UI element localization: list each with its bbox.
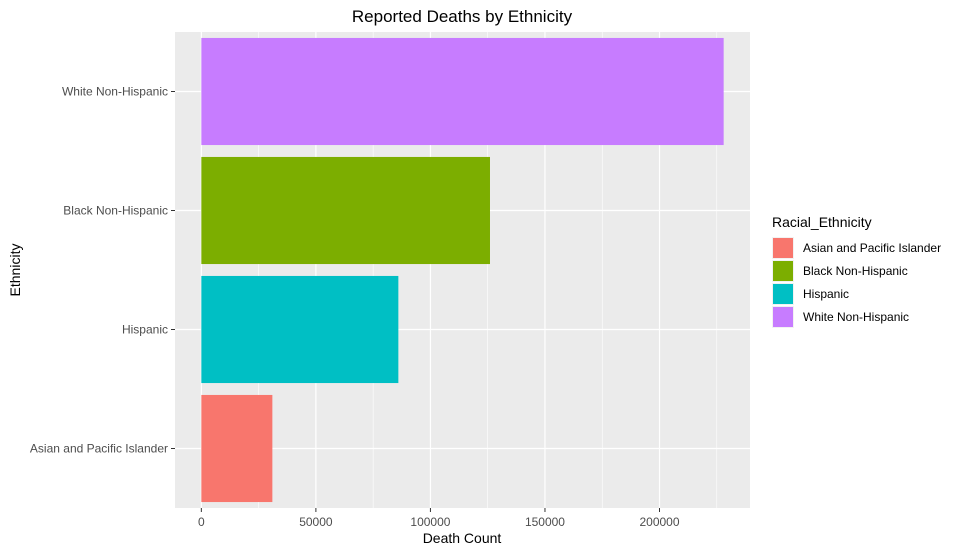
bars [201,37,724,503]
legend-label: White Non-Hispanic [803,310,909,324]
x-tick-label: 100000 [410,515,450,529]
legend-key [773,238,793,258]
x-axis-title: Death Count [423,530,502,546]
bar [201,37,724,146]
bar [201,394,273,503]
y-axis-ticks: Asian and Pacific Islander Hispanic Black … [30,85,175,456]
legend-key [773,307,793,327]
x-tick-label: 0 [198,515,205,529]
y-axis-title: Ethnicity [7,244,23,297]
legend: Racial_Ethnicity Asian and Pacific Islan… [772,214,941,328]
bar [201,275,399,384]
x-axis-ticks: 0 50000 100000 150000 200000 [198,508,680,529]
legend-label: Hispanic [803,287,849,301]
y-tick-label: Asian and Pacific Islander [30,442,168,456]
x-tick-label: 150000 [525,515,565,529]
legend-label: Asian and Pacific Islander [803,241,941,255]
y-tick-label: Hispanic [122,323,168,337]
legend-title: Racial_Ethnicity [772,214,872,230]
x-tick-label: 50000 [299,515,333,529]
y-tick-label: White Non-Hispanic [62,85,168,99]
legend-key [773,284,793,304]
x-tick-label: 200000 [639,515,679,529]
chart-title: Reported Deaths by Ethnicity [352,7,573,26]
legend-label: Black Non-Hispanic [803,264,908,278]
legend-key [773,261,793,281]
bar [201,156,490,265]
y-tick-label: Black Non-Hispanic [63,204,168,218]
